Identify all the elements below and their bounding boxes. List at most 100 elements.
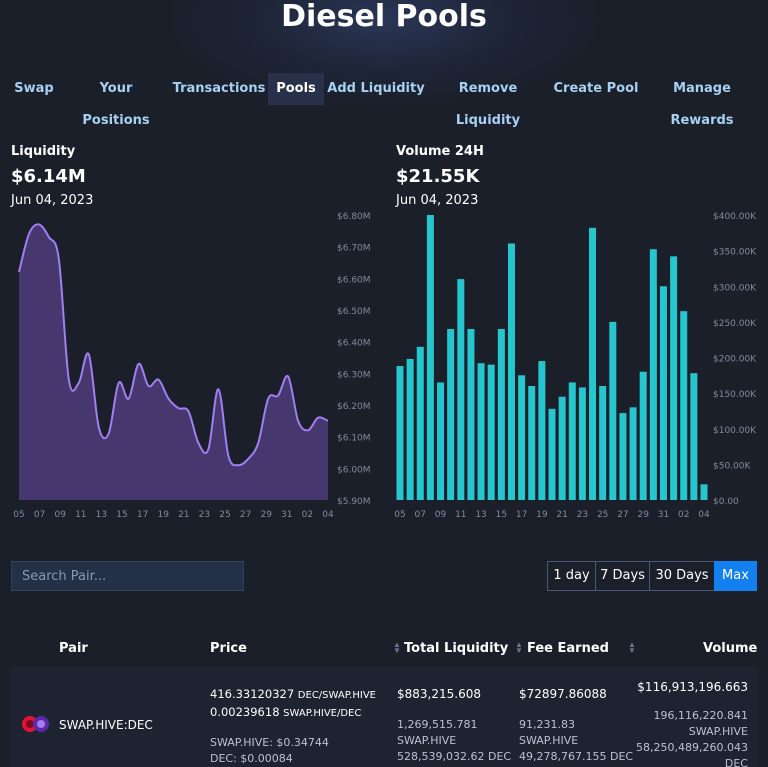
x-tick-label: 27 xyxy=(240,510,251,520)
x-tick-label: 31 xyxy=(658,510,669,520)
volume-bar-30 xyxy=(700,484,708,500)
tab-remove-liquidity[interactable]: Remove Liquidity xyxy=(455,81,521,128)
range-max-button[interactable]: Max xyxy=(714,561,757,591)
volume-label: Volume 24H xyxy=(396,144,484,159)
x-tick-label: 11 xyxy=(75,510,86,520)
volume-bar-3 xyxy=(426,215,434,500)
token-pair-icon xyxy=(22,716,49,732)
liquidity-chart[interactable]: $5.90M $6.00M $6.10M $6.20M $6.30M $6.40M $6.5… xyxy=(0,205,384,525)
x-tick-label: 05 xyxy=(394,510,405,520)
header-pair[interactable]: Pair xyxy=(59,641,88,656)
table-row[interactable]: SWAP.HIVE:DEC 416.33120327 DEC/SWAP.HIVE… xyxy=(11,667,757,767)
volume-bar-9 xyxy=(487,364,495,500)
y-tick-label: $6.30M xyxy=(337,370,371,380)
volume-amount-2: 58,250,489,260.043 xyxy=(636,741,748,754)
x-tick-label: 29 xyxy=(260,510,272,520)
volume-bar-20 xyxy=(599,386,607,500)
x-tick-label: 09 xyxy=(435,510,447,520)
fee-earned-value: $72897.86088 xyxy=(519,687,607,701)
header-price[interactable]: Price xyxy=(210,641,247,656)
x-tick-label: 11 xyxy=(455,510,466,520)
y-tick-label: $6.00M xyxy=(337,465,371,475)
sort-icon[interactable]: ▲ ▼ xyxy=(393,640,401,655)
y-tick-label: $100.00K xyxy=(713,426,757,436)
y-tick-label: $400.00K xyxy=(713,212,757,222)
x-tick-label: 15 xyxy=(116,510,127,520)
price-usd-2: DEC: $0.00084 xyxy=(210,752,293,765)
tab-manage-rewards[interactable]: Manage Rewards xyxy=(670,81,734,128)
range-30-days-button[interactable]: 30 Days xyxy=(649,561,715,591)
volume-bar-5 xyxy=(447,329,455,500)
x-tick-label: 05 xyxy=(13,510,24,520)
tab-create-pool[interactable]: Create Pool xyxy=(553,81,639,96)
tab-transactions[interactable]: Transactions xyxy=(172,81,266,96)
tab-add-liquidity[interactable]: Add Liquidity xyxy=(327,81,425,96)
tab-pools[interactable]: Pools xyxy=(268,73,324,105)
liquidity-area xyxy=(19,224,328,500)
fee-token-1: SWAP.HIVE xyxy=(519,734,579,747)
x-tick-label: 13 xyxy=(96,510,107,520)
x-tick-label: 17 xyxy=(516,510,527,520)
range-7-days-button[interactable]: 7 Days xyxy=(595,561,650,591)
liquidity-value: $6.14M xyxy=(11,166,86,187)
y-tick-label: $300.00K xyxy=(713,283,757,293)
volume-bar-25 xyxy=(649,249,657,500)
tab-swap[interactable]: Swap xyxy=(14,81,54,96)
fee-amount-2: 49,278,767.155 DEC xyxy=(519,750,634,763)
x-tick-label: 21 xyxy=(556,510,567,520)
price-unit: DEC/SWAP.HIVE xyxy=(297,690,376,701)
header-fee-earned[interactable]: Fee Earned xyxy=(527,641,609,656)
x-tick-label: 19 xyxy=(536,510,548,520)
volume-bar-0 xyxy=(396,366,404,500)
liquidity-line xyxy=(18,223,329,467)
y-tick-label: $50.00K xyxy=(713,461,751,471)
volume-bar-21 xyxy=(609,321,617,500)
fee-amount-1: 91,231.83 xyxy=(519,718,575,731)
price-line-2: 0.00239618 SWAP.HIVE/DEC xyxy=(210,705,361,719)
sort-icon[interactable]: ▲ ▼ xyxy=(515,640,523,655)
volume-bar-10 xyxy=(497,329,505,500)
x-tick-label: 27 xyxy=(617,510,628,520)
volume-bar-6 xyxy=(457,279,465,500)
price-value: 416.33120327 xyxy=(210,687,295,701)
y-tick-label: $6.50M xyxy=(337,307,371,317)
header-volume[interactable]: Volume xyxy=(703,641,758,656)
y-tick-label: $6.40M xyxy=(337,339,371,349)
volume-chart[interactable]: $0.00 $50.00K $100.00K $150.00K $200.00K $250… xyxy=(384,205,768,525)
x-tick-label: 21 xyxy=(178,510,189,520)
volume-bar-15 xyxy=(548,408,556,500)
volume-bar-26 xyxy=(659,286,667,500)
volume-bar-8 xyxy=(477,363,485,500)
x-tick-label: 25 xyxy=(219,510,230,520)
y-tick-label: $250.00K xyxy=(713,319,757,329)
x-tick-label: 04 xyxy=(698,510,710,520)
search-pair-input[interactable] xyxy=(11,561,244,591)
volume-bar-29 xyxy=(690,373,698,500)
liquidity-amount-1: 1,269,515.781 xyxy=(397,718,478,731)
price-unit: SWAP.HIVE/DEC xyxy=(283,708,362,719)
volume-bar-28 xyxy=(680,311,688,500)
x-tick-label: 29 xyxy=(637,510,649,520)
x-tick-label: 15 xyxy=(496,510,507,520)
tab-your-positions[interactable]: Your Positions xyxy=(82,81,150,128)
x-tick-label: 09 xyxy=(54,510,66,520)
volume-bar-13 xyxy=(528,386,536,500)
time-range-selector: 1 day 7 Days 30 Days Max xyxy=(547,561,757,591)
y-tick-label: $150.00K xyxy=(713,390,757,400)
pair-name[interactable]: SWAP.HIVE:DEC xyxy=(59,718,153,732)
volume-bar-24 xyxy=(639,371,647,500)
header-total-liquidity[interactable]: Total Liquidity xyxy=(404,641,509,656)
volume-bar-2 xyxy=(416,346,424,500)
x-tick-label: 31 xyxy=(281,510,292,520)
sort-icon[interactable]: ▲ ▼ xyxy=(628,640,636,655)
range-1-day-button[interactable]: 1 day xyxy=(547,561,596,591)
x-tick-label: 07 xyxy=(415,510,426,520)
volume-bar-14 xyxy=(538,361,546,500)
volume-bar-27 xyxy=(670,256,678,500)
y-tick-label: $6.70M xyxy=(337,244,371,254)
header-background xyxy=(0,0,768,110)
volume-bar-4 xyxy=(437,382,445,500)
liquidity-label: Liquidity xyxy=(11,144,76,159)
x-tick-label: 17 xyxy=(137,510,148,520)
page-title: Diesel Pools xyxy=(281,0,487,34)
